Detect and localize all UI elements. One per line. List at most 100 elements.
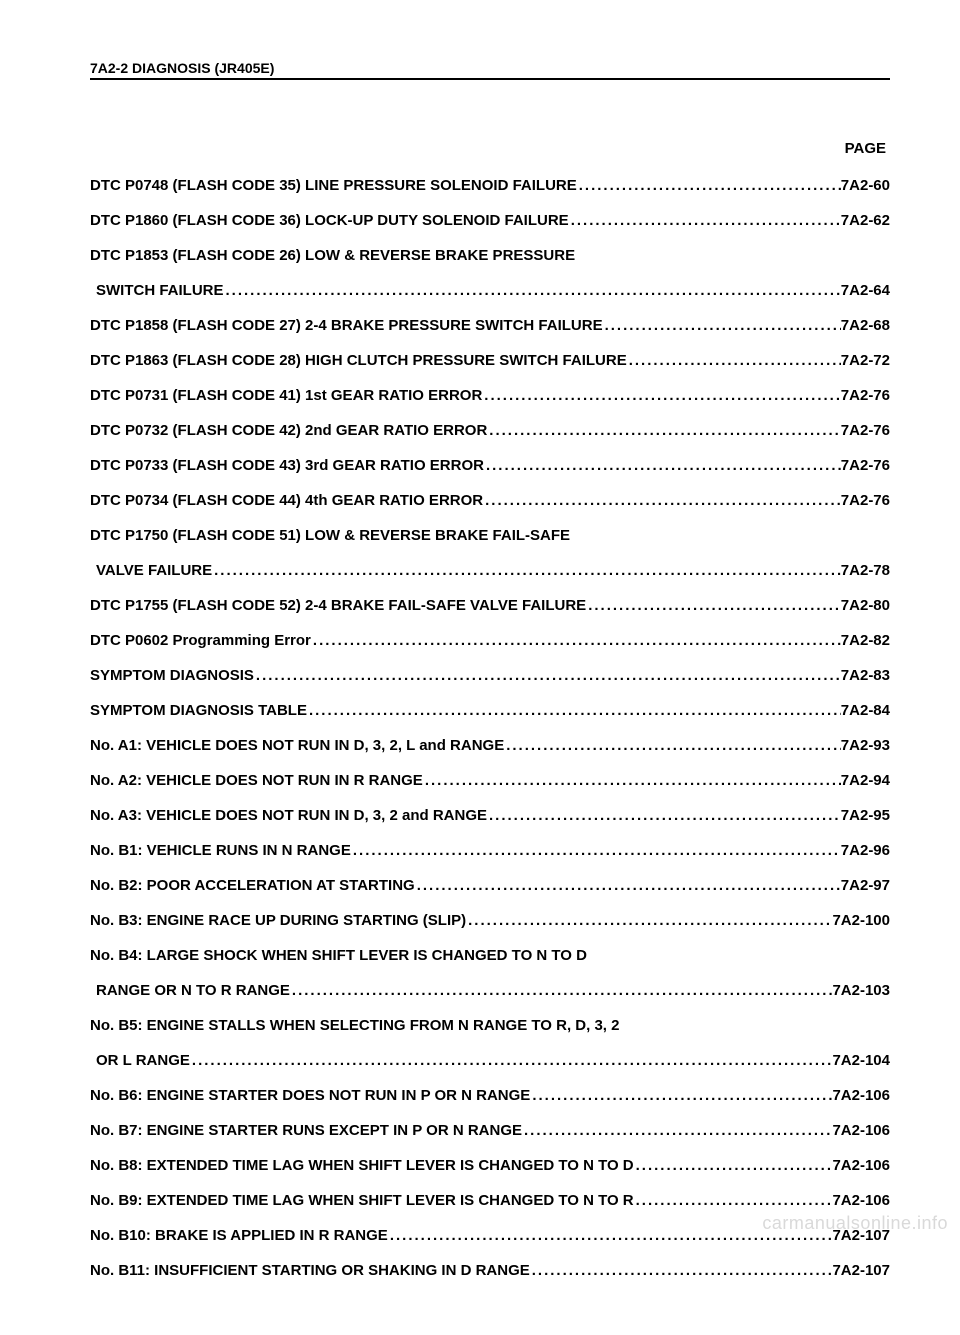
toc-page-ref: 7A2-76: [841, 455, 890, 476]
toc-title: No. B2: POOR ACCELERATION AT STARTING: [90, 875, 415, 896]
toc-leader: [586, 595, 841, 616]
toc-line: No. A3: VEHICLE DOES NOT RUN IN D, 3, 2 …: [90, 805, 890, 826]
toc-line: VALVE FAILURE 7A2-78: [90, 560, 890, 581]
toc-title: No. B10: BRAKE IS APPLIED IN R RANGE: [90, 1225, 388, 1246]
toc-title: SWITCH FAILURE: [90, 280, 224, 301]
toc-line: No. B9: EXTENDED TIME LAG WHEN SHIFT LEV…: [90, 1190, 890, 1211]
toc-line: DTC P0732 (FLASH CODE 42) 2nd GEAR RATIO…: [90, 420, 890, 441]
toc-title: DTC P0734 (FLASH CODE 44) 4th GEAR RATIO…: [90, 490, 483, 511]
toc-leader: [423, 770, 841, 791]
toc-leader: [254, 665, 841, 686]
toc-line: No. A1: VEHICLE DOES NOT RUN IN D, 3, 2,…: [90, 735, 890, 756]
toc-title: No. A1: VEHICLE DOES NOT RUN IN D, 3, 2,…: [90, 735, 504, 756]
toc-line: DTC P1858 (FLASH CODE 27) 2-4 BRAKE PRES…: [90, 315, 890, 336]
toc-leader: [311, 630, 841, 651]
toc-page-ref: 7A2-72: [841, 350, 890, 371]
toc-title: No. B1: VEHICLE RUNS IN N RANGE: [90, 840, 351, 861]
watermark: carmanualsonline.info: [762, 1213, 948, 1234]
toc-leader: [290, 980, 833, 1001]
toc-leader: [224, 280, 841, 301]
toc-title: No. B4: LARGE SHOCK WHEN SHIFT LEVER IS …: [90, 945, 587, 966]
toc-page-ref: 7A2-62: [841, 210, 890, 231]
toc-line: No. B4: LARGE SHOCK WHEN SHIFT LEVER IS …: [90, 945, 890, 966]
toc-title: No. B11: INSUFFICIENT STARTING OR SHAKIN…: [90, 1260, 530, 1281]
toc-title: DTC P0748 (FLASH CODE 35) LINE PRESSURE …: [90, 175, 577, 196]
toc-leader: [522, 1120, 832, 1141]
toc-page-ref: 7A2-106: [832, 1190, 890, 1211]
toc-page-ref: 7A2-64: [841, 280, 890, 301]
toc-page-ref: 7A2-82: [841, 630, 890, 651]
toc-line: DTC P0733 (FLASH CODE 43) 3rd GEAR RATIO…: [90, 455, 890, 476]
toc-page-ref: 7A2-100: [832, 910, 890, 931]
toc-page-ref: 7A2-94: [841, 770, 890, 791]
toc-leader: [577, 175, 841, 196]
toc-leader: [483, 490, 841, 511]
toc-line: DTC P0602 Programming Error 7A2-82: [90, 630, 890, 651]
toc-line: No. B3: ENGINE RACE UP DURING STARTING (…: [90, 910, 890, 931]
toc-line: No. B8: EXTENDED TIME LAG WHEN SHIFT LEV…: [90, 1155, 890, 1176]
header-label: 7A2-2 DIAGNOSIS (JR405E): [90, 60, 890, 78]
page-content: 7A2-2 DIAGNOSIS (JR405E) PAGE DTC P0748 …: [0, 0, 960, 1335]
toc-title: No. A3: VEHICLE DOES NOT RUN IN D, 3, 2 …: [90, 805, 487, 826]
toc-page-ref: 7A2-84: [841, 700, 890, 721]
toc-title: No. B7: ENGINE STARTER RUNS EXCEPT IN P …: [90, 1120, 522, 1141]
toc-page-ref: 7A2-76: [841, 490, 890, 511]
toc-title: SYMPTOM DIAGNOSIS TABLE: [90, 700, 307, 721]
toc-page-ref: 7A2-76: [841, 385, 890, 406]
toc-page-ref: 7A2-60: [841, 175, 890, 196]
toc-title: DTC P1755 (FLASH CODE 52) 2-4 BRAKE FAIL…: [90, 595, 586, 616]
toc-page-ref: 7A2-106: [832, 1155, 890, 1176]
toc-line: SYMPTOM DIAGNOSIS 7A2-83: [90, 665, 890, 686]
toc-leader: [482, 385, 841, 406]
toc-line: SYMPTOM DIAGNOSIS TABLE 7A2-84: [90, 700, 890, 721]
toc-title: DTC P0732 (FLASH CODE 42) 2nd GEAR RATIO…: [90, 420, 487, 441]
toc-leader: [530, 1260, 833, 1281]
toc-container: DTC P0748 (FLASH CODE 35) LINE PRESSURE …: [90, 175, 890, 1281]
toc-page-ref: 7A2-83: [841, 665, 890, 686]
toc-title: VALVE FAILURE: [90, 560, 212, 581]
toc-leader: [351, 840, 841, 861]
toc-title: No. B9: EXTENDED TIME LAG WHEN SHIFT LEV…: [90, 1190, 634, 1211]
toc-title: RANGE OR N TO R RANGE: [90, 980, 290, 1001]
toc-leader: [530, 1085, 832, 1106]
toc-line: SWITCH FAILURE 7A2-64: [90, 280, 890, 301]
toc-title: DTC P0602 Programming Error: [90, 630, 311, 651]
toc-title: No. B5: ENGINE STALLS WHEN SELECTING FRO…: [90, 1015, 619, 1036]
toc-title: DTC P0733 (FLASH CODE 43) 3rd GEAR RATIO…: [90, 455, 484, 476]
toc-line: No. B6: ENGINE STARTER DOES NOT RUN IN P…: [90, 1085, 890, 1106]
toc-leader: [634, 1155, 833, 1176]
toc-page-ref: 7A2-93: [841, 735, 890, 756]
toc-leader: [569, 210, 841, 231]
toc-title: DTC P1860 (FLASH CODE 36) LOCK-UP DUTY S…: [90, 210, 569, 231]
header-rule: [90, 78, 890, 80]
toc-page-ref: 7A2-106: [832, 1120, 890, 1141]
toc-line: OR L RANGE7A2-104: [90, 1050, 890, 1071]
toc-line: DTC P0731 (FLASH CODE 41) 1st GEAR RATIO…: [90, 385, 890, 406]
toc-line: No. B5: ENGINE STALLS WHEN SELECTING FRO…: [90, 1015, 890, 1036]
toc-leader: [415, 875, 841, 896]
toc-leader: [484, 455, 841, 476]
toc-title: SYMPTOM DIAGNOSIS: [90, 665, 254, 686]
toc-line: No. A2: VEHICLE DOES NOT RUN IN R RANGE 7…: [90, 770, 890, 791]
toc-leader: [487, 420, 841, 441]
toc-title: No. A2: VEHICLE DOES NOT RUN IN R RANGE: [90, 770, 423, 791]
toc-title: DTC P1750 (FLASH CODE 51) LOW & REVERSE …: [90, 525, 570, 546]
toc-leader: [190, 1050, 833, 1071]
toc-title: No. B3: ENGINE RACE UP DURING STARTING (…: [90, 910, 466, 931]
toc-leader: [212, 560, 841, 581]
toc-page-ref: 7A2-97: [841, 875, 890, 896]
toc-leader: [487, 805, 841, 826]
page-column-label: PAGE: [90, 140, 890, 157]
toc-page-ref: 7A2-78: [841, 560, 890, 581]
toc-page-ref: 7A2-104: [832, 1050, 890, 1071]
toc-leader: [634, 1190, 833, 1211]
toc-line: DTC P1750 (FLASH CODE 51) LOW & REVERSE …: [90, 525, 890, 546]
page-header: 7A2-2 DIAGNOSIS (JR405E): [90, 60, 890, 80]
toc-page-ref: 7A2-68: [841, 315, 890, 336]
toc-page-ref: 7A2-76: [841, 420, 890, 441]
toc-title: DTC P1863 (FLASH CODE 28) HIGH CLUTCH PR…: [90, 350, 627, 371]
toc-leader: [603, 315, 841, 336]
toc-line: No. B1: VEHICLE RUNS IN N RANGE7A2-96: [90, 840, 890, 861]
toc-leader: [627, 350, 841, 371]
toc-line: DTC P0734 (FLASH CODE 44) 4th GEAR RATIO…: [90, 490, 890, 511]
